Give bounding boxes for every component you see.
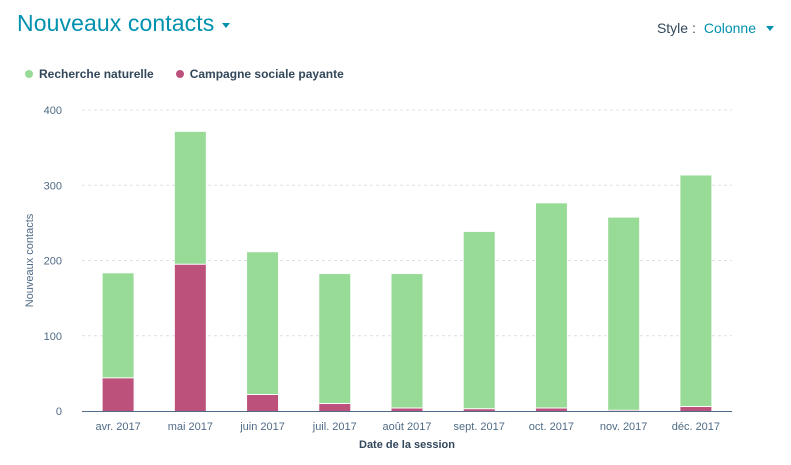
bar-segment-organic xyxy=(174,131,206,265)
report-title: Nouveaux contacts xyxy=(17,10,215,36)
x-tick-label: sept. 2017 xyxy=(454,421,505,433)
y-tick-label: 100 xyxy=(44,331,62,343)
bar-segment-organic xyxy=(463,231,495,409)
x-tick-label: déc. 2017 xyxy=(672,421,720,433)
y-axis-title: Nouveaux contacts xyxy=(24,213,36,307)
bar-segment-organic xyxy=(319,274,351,404)
legend-label-paid: Campagne sociale payante xyxy=(189,67,344,81)
x-tick-label: nov. 2017 xyxy=(600,421,648,433)
legend-item-organic[interactable]: Recherche naturelle xyxy=(25,67,154,81)
chevron-down-icon xyxy=(222,22,231,28)
style-label: Style : xyxy=(656,20,696,36)
bar-segment-organic xyxy=(608,217,640,411)
bar-segment-paid xyxy=(319,403,351,411)
y-tick-label: 400 xyxy=(44,105,62,117)
chevron-down-icon xyxy=(766,26,774,31)
legend-dot-organic xyxy=(25,70,33,78)
x-axis-title: Date de la session xyxy=(359,439,455,451)
chart-legend: Recherche naturelle Campagne sociale pay… xyxy=(25,67,366,81)
bar-segment-paid xyxy=(680,406,712,411)
x-tick-label: juil. 2017 xyxy=(312,421,357,433)
y-tick-label: 200 xyxy=(44,256,62,268)
x-tick-label: août 2017 xyxy=(383,421,432,433)
bar-segment-organic xyxy=(391,274,423,408)
chart-header: Nouveaux contacts Style : Colonne xyxy=(0,0,791,52)
legend-item-paid[interactable]: Campagne sociale payante xyxy=(175,67,344,81)
bar-segment-organic xyxy=(680,175,712,407)
y-tick-label: 0 xyxy=(56,406,62,418)
bar-segment-paid xyxy=(247,394,279,411)
bar-segment-paid xyxy=(102,377,134,411)
report-title-dropdown[interactable]: Nouveaux contacts xyxy=(17,10,231,37)
bar-segment-organic xyxy=(247,252,279,395)
style-dropdown[interactable]: Colonne xyxy=(704,20,774,36)
y-tick-label: 300 xyxy=(44,180,62,192)
bar-segment-paid xyxy=(174,264,206,411)
style-value: Colonne xyxy=(703,20,756,36)
bar-segment-paid xyxy=(391,407,423,411)
bar-segment-organic xyxy=(102,273,134,378)
legend-dot-paid xyxy=(175,70,184,78)
x-tick-label: mai 2017 xyxy=(168,421,213,433)
x-tick-label: avr. 2017 xyxy=(95,421,140,433)
bar-segment-paid xyxy=(535,407,567,411)
legend-label-organic: Recherche naturelle xyxy=(39,67,154,81)
x-tick-label: juin 2017 xyxy=(239,421,285,433)
x-tick-label: oct. 2017 xyxy=(529,421,574,433)
bar-segment-organic xyxy=(535,203,567,408)
bar-segment-paid xyxy=(463,408,495,411)
style-control: Style : Colonne xyxy=(657,20,774,36)
